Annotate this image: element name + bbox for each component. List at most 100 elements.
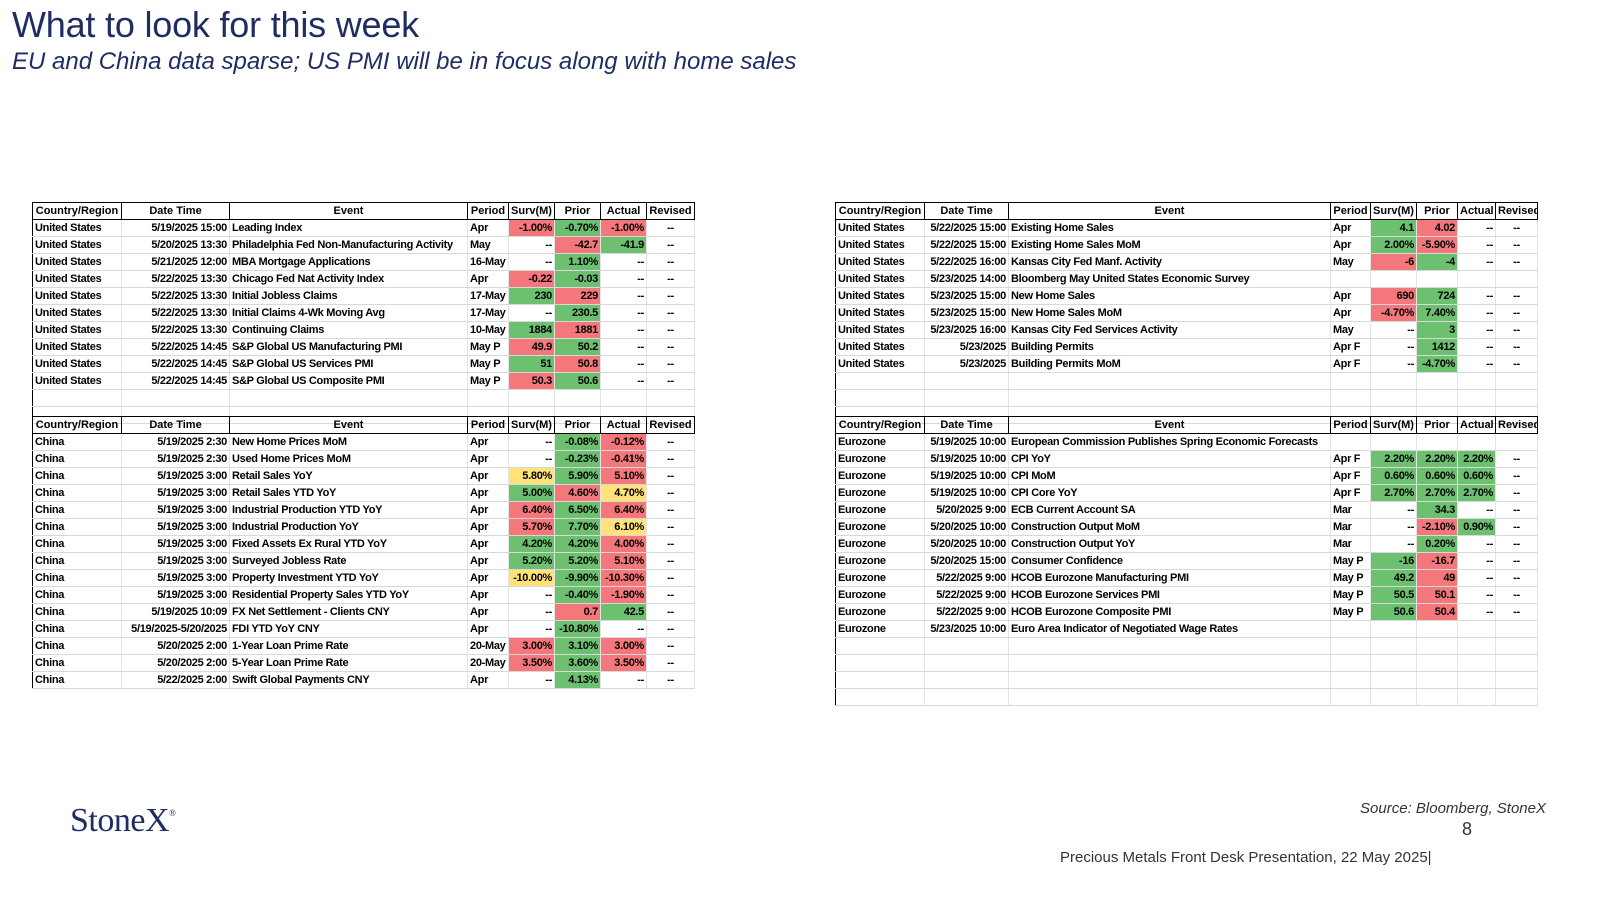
- empty-row: [835, 688, 1538, 706]
- slide-title: What to look for this week: [12, 4, 419, 45]
- table-row: Eurozone 5/19/2025 10:00 CPI Core YoY Apr F…: [835, 484, 1538, 502]
- table-row: China 5/19/2025 3:00 Industrial Production…: [32, 518, 695, 536]
- event-cell: Chicago Fed Nat Activity Index: [229, 270, 468, 288]
- event-cell: S&P Global US Manufacturing PMI: [229, 338, 468, 356]
- period-cell: May P: [467, 338, 509, 356]
- event-cell: Construction Output MoM: [1008, 518, 1331, 536]
- period-cell: Apr: [1330, 287, 1371, 305]
- survey-cell: -4.70%: [1370, 304, 1417, 322]
- table-row: China 5/19/2025-5/20/2025 FDI YTD YoY CNY A…: [32, 620, 695, 638]
- country-cell: China: [32, 569, 122, 587]
- prior-cell: [1416, 270, 1458, 288]
- table-row: United States 5/19/2025 15:00 Leading Inde…: [32, 219, 695, 237]
- prior-cell: 0.20%: [1416, 535, 1458, 553]
- actual-cell: --: [600, 671, 647, 689]
- country-cell: [835, 654, 925, 672]
- prior-cell: -0.08%: [554, 433, 601, 451]
- actual-cell: -1.90%: [600, 586, 647, 604]
- actual-cell: --: [1457, 603, 1496, 621]
- table-row: United States 5/23/2025 16:00 Kansas City …: [835, 321, 1538, 339]
- datetime-cell: 5/23/2025 15:00: [924, 287, 1009, 305]
- period-cell: May P: [1330, 552, 1371, 570]
- revised-cell: --: [646, 450, 695, 468]
- table-row: United States 5/20/2025 13:30 Philadelphia…: [32, 236, 695, 254]
- prior-cell: 5.20%: [554, 552, 601, 570]
- period-cell: May P: [467, 372, 509, 390]
- survey-cell: --: [1370, 518, 1417, 536]
- revised-cell: --: [1495, 287, 1538, 305]
- actual-cell: --: [1457, 569, 1496, 587]
- datetime-cell: 5/22/2025 13:30: [121, 270, 230, 288]
- actual-cell: --: [600, 338, 647, 356]
- period-cell: [1330, 372, 1371, 390]
- table-row: Eurozone 5/20/2025 10:00 Construction Outp…: [835, 518, 1538, 536]
- prior-cell: 50.8: [554, 355, 601, 373]
- event-cell: Philadelphia Fed Non-Manufacturing Activ…: [229, 236, 468, 254]
- datetime-cell: 5/19/2025 3:00: [121, 535, 230, 553]
- actual-cell: 4.70%: [600, 484, 647, 502]
- survey-cell: --: [508, 620, 555, 638]
- period-cell: Apr: [467, 501, 509, 519]
- revised-cell: --: [1495, 253, 1538, 271]
- datetime-cell: 5/23/2025: [924, 338, 1009, 356]
- datetime-cell: 5/19/2025-5/20/2025: [121, 620, 230, 638]
- period-cell: May: [467, 236, 509, 254]
- datetime-cell: 5/19/2025 3:00: [121, 484, 230, 502]
- event-cell: [1008, 637, 1331, 655]
- prior-cell: 0.60%: [1416, 467, 1458, 485]
- revised-cell: --: [1495, 450, 1538, 468]
- event-cell: [1008, 671, 1331, 689]
- survey-cell: --: [508, 450, 555, 468]
- country-cell: Eurozone: [835, 433, 925, 451]
- datetime-cell: 5/22/2025 16:00: [924, 253, 1009, 271]
- country-cell: [835, 671, 925, 689]
- actual-cell: -0.12%: [600, 433, 647, 451]
- country-header: Country/Region: [835, 202, 925, 220]
- country-cell: Eurozone: [835, 603, 925, 621]
- country-header: Country/Region: [835, 416, 925, 434]
- revised-cell: --: [646, 586, 695, 604]
- revised-cell: --: [1495, 569, 1538, 587]
- table-row: United States 5/22/2025 13:30 Initial Jobl…: [32, 287, 695, 305]
- revised-cell: --: [1495, 467, 1538, 485]
- survey-cell: [1370, 688, 1417, 706]
- prior-cell: 50.2: [554, 338, 601, 356]
- survey-cell: --: [508, 304, 555, 322]
- event-cell: [1008, 372, 1331, 390]
- event-cell: MBA Mortgage Applications: [229, 253, 468, 271]
- event-cell: FX Net Settlement - Clients CNY: [229, 603, 468, 621]
- table-row: Eurozone 5/19/2025 10:00 CPI YoY Apr F 2.20%…: [835, 450, 1538, 468]
- period-header: Period: [467, 202, 509, 220]
- event-cell: Initial Claims 4-Wk Moving Avg: [229, 304, 468, 322]
- country-cell: United States: [32, 219, 122, 237]
- revised-cell: --: [646, 433, 695, 451]
- survey-cell: 230: [508, 287, 555, 305]
- table-row: United States 5/22/2025 15:00 Existing Hom…: [835, 219, 1538, 237]
- actual-cell: 0.60%: [1457, 467, 1496, 485]
- table-row: China 5/19/2025 3:00 Retail Sales YoY Apr 5.…: [32, 467, 695, 485]
- event-cell: Building Permits MoM: [1008, 355, 1331, 373]
- actual-cell: [1457, 270, 1496, 288]
- country-cell: United States: [32, 338, 122, 356]
- actual-cell: --: [600, 372, 647, 390]
- period-cell: May P: [467, 355, 509, 373]
- revised-cell: --: [646, 569, 695, 587]
- table-row: China 5/20/2025 2:00 5-Year Loan Prime Rat…: [32, 654, 695, 672]
- actual-cell: --: [600, 321, 647, 339]
- actual-cell: --: [600, 355, 647, 373]
- prior-cell: -2.10%: [1416, 518, 1458, 536]
- event-cell: Kansas City Fed Services Activity: [1008, 321, 1331, 339]
- actual-cell: --: [1457, 321, 1496, 339]
- event-header: Event: [1008, 202, 1331, 220]
- table-row: China 5/19/2025 2:30 Used Home Prices MoM A…: [32, 450, 695, 468]
- revised-cell: [646, 389, 695, 407]
- datetime-cell: 5/20/2025 9:00: [924, 501, 1009, 519]
- country-cell: United States: [32, 287, 122, 305]
- page-number: 8: [1462, 819, 1473, 839]
- prior-header: Prior: [1416, 416, 1458, 434]
- datetime-cell: 5/23/2025 10:00: [924, 620, 1009, 638]
- datetime-cell: 5/19/2025 15:00: [121, 219, 230, 237]
- period-cell: Apr F: [1330, 355, 1371, 373]
- event-header: Event: [1008, 416, 1331, 434]
- revised-cell: --: [1495, 321, 1538, 339]
